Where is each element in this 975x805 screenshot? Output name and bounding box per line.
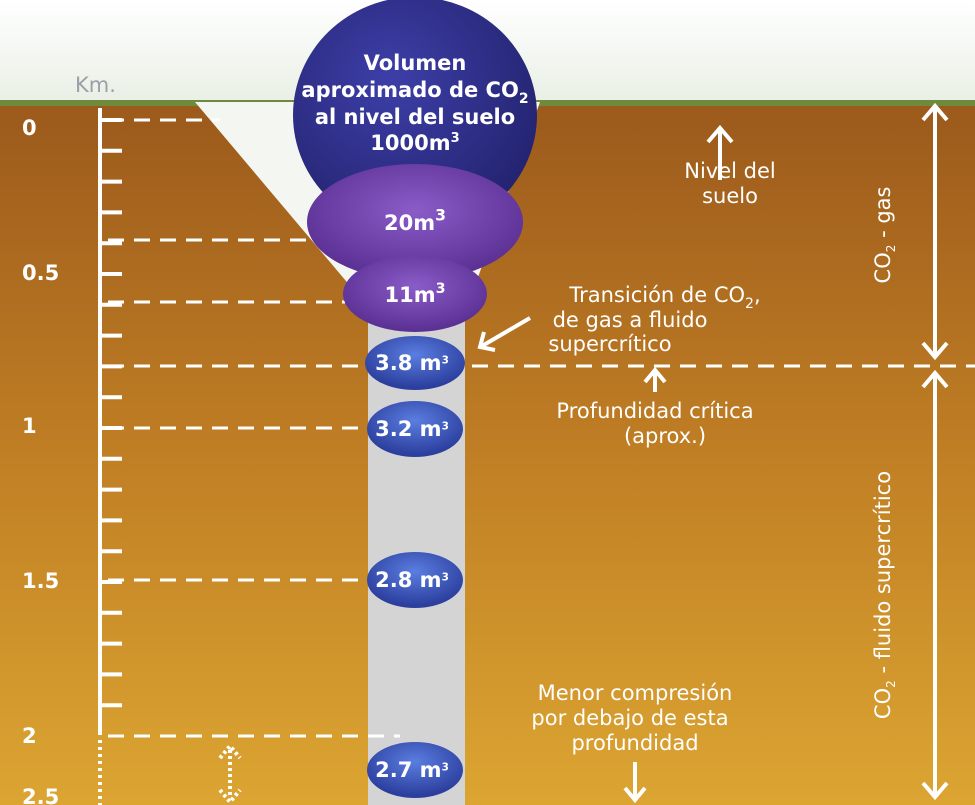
depth-lines	[108, 118, 975, 738]
bubble	[367, 401, 463, 457]
annotation: por debajo de esta	[531, 706, 728, 730]
zone-label: CO2 - fluido supercrítico	[871, 471, 898, 719]
text: ,	[754, 283, 761, 307]
scale-unit: Km.	[75, 73, 116, 97]
text-line: Volumen	[364, 51, 467, 75]
text: 20m	[384, 211, 435, 235]
bubble-label: 2.7 m3	[375, 758, 449, 782]
subscript: 2	[884, 680, 898, 688]
subscript: 2	[745, 296, 754, 312]
arrows	[218, 102, 949, 805]
text: Transición de CO	[568, 283, 745, 307]
text: 2.8 m	[375, 568, 441, 592]
bubble	[365, 336, 465, 390]
superscript: 3	[442, 355, 449, 367]
annotation: de gas a fluido	[553, 308, 708, 332]
superscript: 3	[442, 762, 449, 774]
bubble	[307, 164, 523, 280]
text-line: aproximado de CO2	[301, 78, 528, 107]
annotation: Profundidad crítica	[556, 399, 753, 423]
text: aproximado de CO	[301, 78, 518, 102]
text: CO	[871, 252, 895, 283]
text: 1000m	[370, 131, 450, 155]
bubble-main-label: Volumen aproximado de CO2 al nivel del s…	[301, 51, 528, 155]
annotation: (aprox.)	[624, 424, 706, 448]
bubble-label: 2.8 m3	[375, 568, 449, 592]
depth-label: 0	[22, 116, 37, 140]
depth-label: 2.5	[22, 785, 59, 805]
text: 3.8 m	[375, 351, 441, 375]
text: 11m	[384, 283, 435, 307]
subscript: 2	[884, 245, 898, 253]
superscript: 3	[442, 421, 449, 433]
bubble	[343, 256, 487, 332]
text-line: 1000m3	[370, 131, 459, 155]
zone-label: CO2 - gas	[871, 187, 898, 284]
text: CO	[871, 688, 895, 719]
bubble-label: 20m3	[384, 206, 446, 235]
text: 2.7 m	[375, 758, 441, 782]
subscript: 2	[519, 91, 529, 107]
text: - gas	[871, 187, 895, 245]
superscript: 3	[451, 131, 460, 146]
depth-label: 2	[22, 724, 37, 748]
bubble-label: 11m3	[384, 281, 445, 307]
superscript: 3	[435, 206, 446, 224]
text-line: al nivel del suelo	[315, 105, 515, 129]
bubble-label: 3.2 m3	[375, 417, 449, 441]
text: 3.2 m	[375, 417, 441, 441]
annotation: Menor compresión	[538, 681, 733, 705]
depth-label: 1.5	[22, 569, 59, 593]
depth-label: 1	[22, 414, 37, 438]
text: - fluido supercrítico	[871, 471, 895, 680]
bubble-label: 3.8 m3	[375, 351, 449, 375]
annotation: suelo	[702, 184, 758, 208]
bubble	[367, 552, 463, 608]
annotations: Nivel del suelo Transición de CO2, de ga…	[531, 159, 775, 755]
depth-label: 0.5	[22, 261, 59, 285]
annotation: profundidad	[571, 731, 698, 755]
annotation: Transición de CO2,	[568, 283, 760, 312]
annotation: Nivel del	[684, 159, 776, 183]
bubble	[367, 742, 463, 798]
annotation: supercrítico	[548, 332, 671, 356]
superscript: 3	[436, 281, 446, 297]
superscript: 3	[442, 572, 449, 584]
